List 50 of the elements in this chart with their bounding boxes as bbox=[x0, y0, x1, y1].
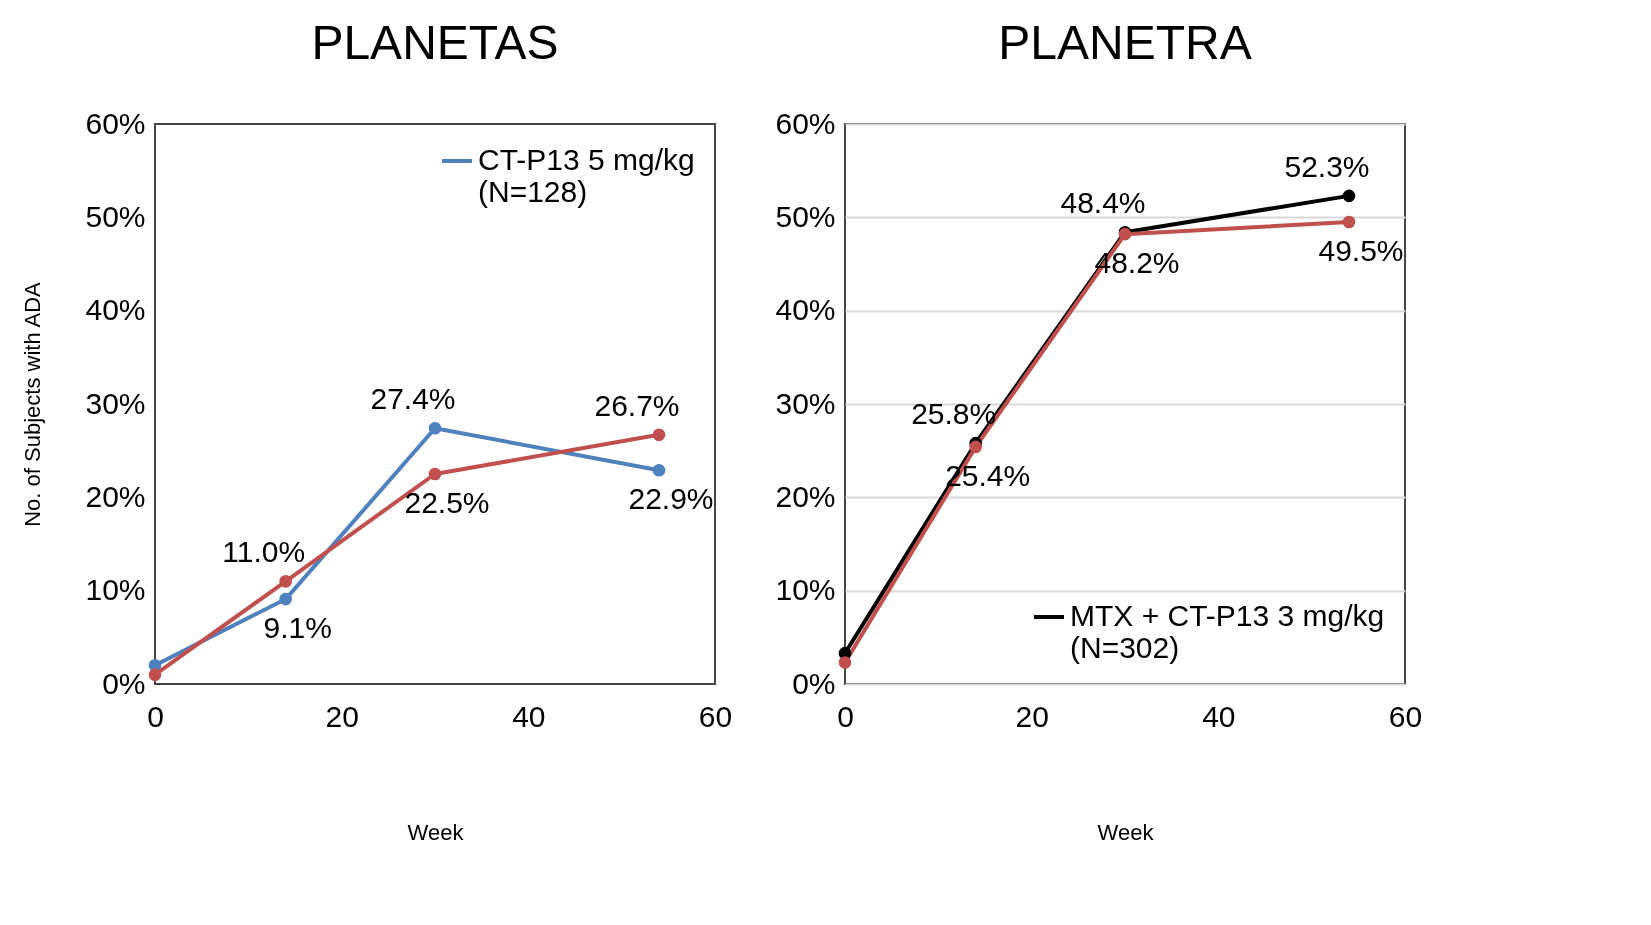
point bbox=[969, 440, 982, 454]
legend-label: MTX + CT-P13 3 mg/kg (N=302) bbox=[1070, 599, 1385, 664]
chart-title: PLANETAS bbox=[311, 16, 559, 69]
y-tick-label: 60% bbox=[775, 106, 836, 140]
legend-label: CT-P13 5 mg/kg (N=128) bbox=[478, 143, 695, 208]
y-tick-label: 40% bbox=[85, 293, 146, 327]
x-axis-title: Week bbox=[407, 819, 465, 845]
y-axis-title: No. of Subjects with ADA bbox=[20, 281, 46, 527]
data-label: 22.9% bbox=[628, 482, 714, 516]
data-label: 11.0% bbox=[222, 535, 306, 569]
y-tick-label: 50% bbox=[85, 199, 146, 233]
data-label: 52.3% bbox=[1284, 149, 1370, 183]
y-tick-label: 10% bbox=[775, 573, 836, 607]
data-label: 27.4% bbox=[370, 382, 456, 416]
x-axis-title: Week bbox=[1097, 819, 1155, 845]
y-tick-label: 60% bbox=[85, 106, 146, 140]
y-tick-label: 10% bbox=[85, 573, 146, 607]
y-tick-label: 0% bbox=[792, 666, 836, 700]
data-label: 49.5% bbox=[1318, 234, 1404, 267]
point bbox=[428, 467, 442, 481]
y-tick-label: 40% bbox=[775, 293, 836, 327]
point bbox=[279, 575, 292, 588]
data-label: 26.7% bbox=[594, 388, 680, 422]
x-tick-label: 20 bbox=[1015, 699, 1049, 733]
point bbox=[652, 428, 666, 442]
x-tick-label: 0 bbox=[837, 699, 854, 733]
x-tick-label: 0 bbox=[147, 699, 164, 733]
data-label: 9.1% bbox=[263, 611, 332, 645]
data-label: 48.4% bbox=[1060, 186, 1146, 220]
data-label: 22.5% bbox=[404, 486, 490, 519]
point bbox=[1342, 215, 1356, 229]
y-tick-label: 30% bbox=[85, 386, 146, 420]
point bbox=[652, 463, 666, 477]
y-tick-label: 0% bbox=[102, 666, 146, 700]
y-tick-label: 20% bbox=[85, 479, 146, 513]
chart-title: PLANETRA bbox=[998, 16, 1252, 69]
point bbox=[428, 421, 442, 435]
x-tick-label: 60 bbox=[698, 699, 733, 733]
point bbox=[279, 592, 292, 606]
x-tick-label: 60 bbox=[1388, 699, 1423, 733]
point bbox=[838, 656, 852, 669]
y-tick-label: 50% bbox=[775, 199, 836, 233]
y-tick-label: 30% bbox=[775, 386, 836, 420]
data-label: 25.8% bbox=[911, 397, 997, 431]
x-tick-label: 20 bbox=[325, 699, 359, 733]
x-tick-label: 40 bbox=[1202, 699, 1236, 733]
y-tick-label: 20% bbox=[775, 479, 836, 513]
point bbox=[148, 668, 162, 681]
point bbox=[1342, 189, 1356, 203]
x-tick-label: 40 bbox=[512, 699, 546, 733]
